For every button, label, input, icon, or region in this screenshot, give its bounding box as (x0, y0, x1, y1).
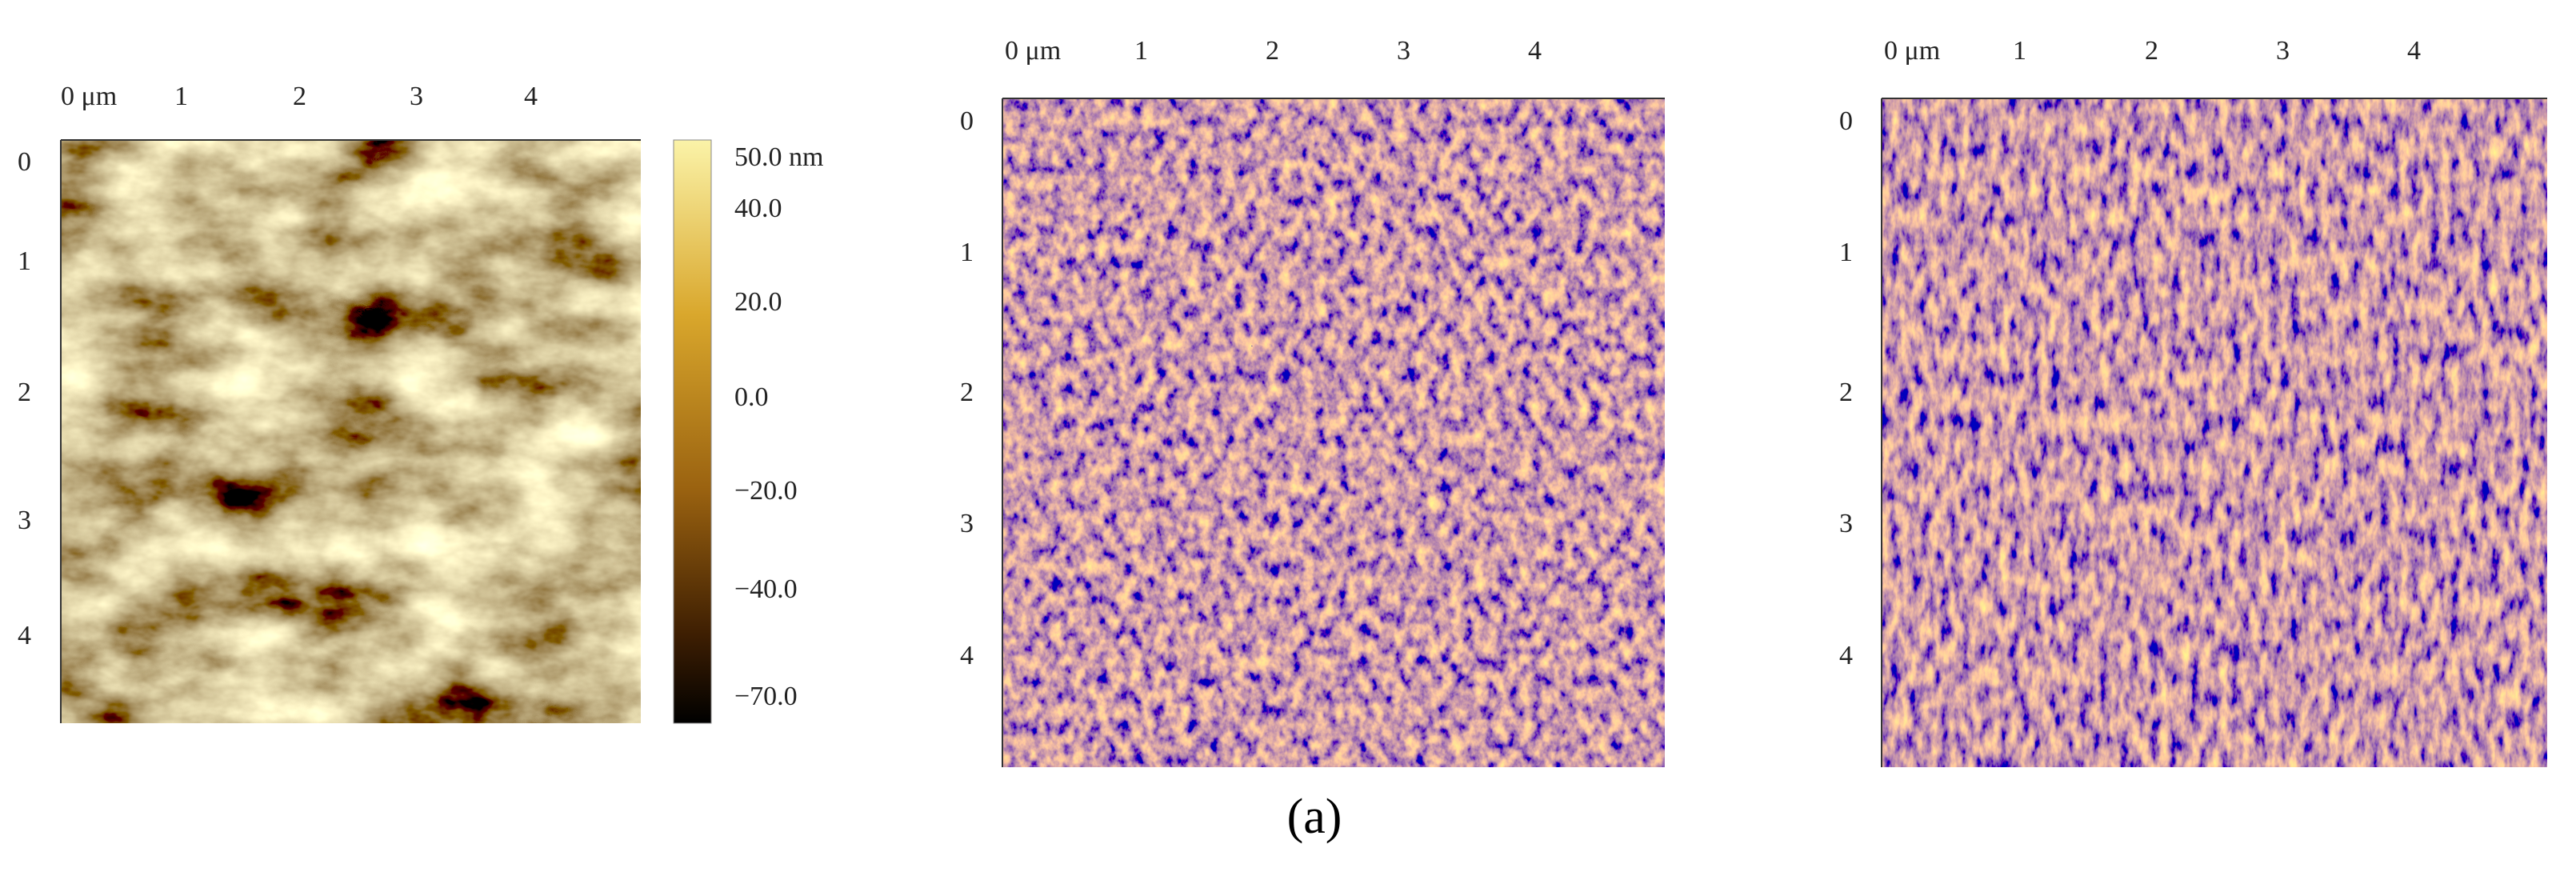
y-tick-label: 2 (1839, 378, 1853, 407)
panel-phase-2: 0 μm 1 2 3 4 0 1 2 3 4 (1839, 36, 2547, 767)
colorbar-label: −40.0 (734, 574, 798, 604)
colorbar-label: −20.0 (734, 476, 798, 506)
afm-image (1002, 98, 1665, 767)
y-tick-label: 1 (18, 246, 31, 276)
afm-image (1882, 98, 2547, 767)
x-tick-label: 1 (174, 82, 188, 111)
y-tick-label: 0 (1839, 106, 1853, 136)
x-tick-label: 0 μm (61, 82, 117, 111)
colorbar-label: 40.0 (734, 194, 782, 223)
y-tick-label: 4 (960, 641, 974, 670)
panel-height: 0 μm 1 2 3 4 0 1 2 3 4 50.0 nm 40.0 20.0… (18, 82, 823, 724)
x-tick-label: 3 (410, 82, 423, 111)
colorbar-label: −70.0 (734, 682, 798, 711)
y-tick-label: 2 (960, 378, 974, 407)
y-tick-label: 3 (18, 506, 31, 535)
y-tick-label: 0 (960, 106, 974, 136)
afm-image (61, 140, 641, 723)
x-tick-label: 2 (1266, 36, 1279, 66)
y-tick-label: 1 (960, 238, 974, 267)
colorbar (673, 139, 712, 724)
y-tick-label: 3 (960, 509, 974, 538)
panel-phase-1: 0 μm 1 2 3 4 0 1 2 3 4 (960, 36, 1665, 767)
colorbar-label: 50.0 nm (734, 142, 823, 172)
x-tick-label: 0 μm (1005, 36, 1061, 66)
y-tick-label: 1 (1839, 238, 1853, 267)
colorbar-label: 20.0 (734, 287, 782, 317)
x-tick-label: 3 (1397, 36, 1410, 66)
y-tick-label: 0 (18, 147, 31, 177)
x-tick-label: 4 (1528, 36, 1542, 66)
colorbar-label: 0.0 (734, 382, 769, 412)
y-tick-label: 4 (1839, 641, 1853, 670)
x-tick-label: 2 (2145, 36, 2158, 66)
x-tick-label: 3 (2276, 36, 2290, 66)
y-tick-label: 3 (1839, 509, 1853, 538)
x-tick-label: 4 (2407, 36, 2421, 66)
x-tick-label: 0 μm (1884, 36, 1940, 66)
y-tick-label: 2 (18, 378, 31, 407)
x-tick-label: 1 (1134, 36, 1148, 66)
x-tick-label: 1 (2013, 36, 2026, 66)
x-tick-label: 4 (524, 82, 538, 111)
x-tick-label: 2 (293, 82, 306, 111)
caption: (a) (1287, 790, 1342, 844)
y-tick-label: 4 (18, 621, 31, 650)
